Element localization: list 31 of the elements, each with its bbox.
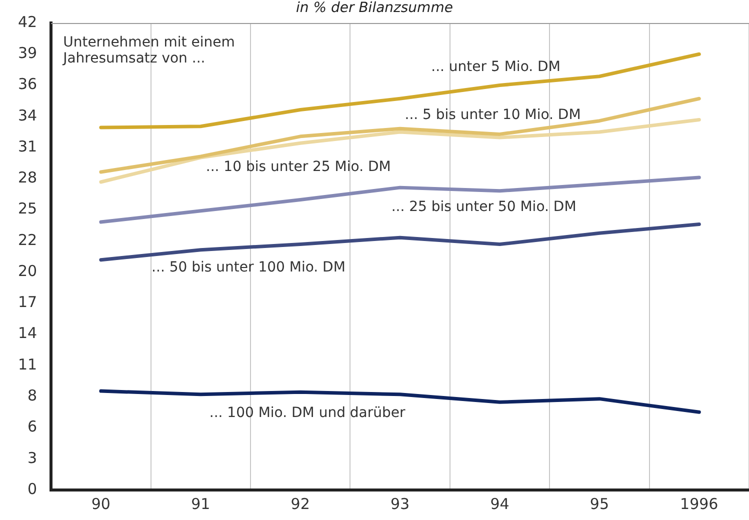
y-tick-label: 22: [18, 230, 38, 249]
series-label: ... 10 bis unter 25 Mio. DM: [206, 159, 391, 176]
y-tick-label: 34: [18, 106, 38, 124]
chart-title: in % der Bilanzsumme: [296, 0, 453, 16]
series-label: ... unter 5 Mio. DM: [431, 59, 560, 76]
y-tick-label: 36: [18, 75, 38, 94]
y-tick-label: 8: [28, 386, 38, 404]
y-tick-label: 6: [28, 418, 38, 436]
y-tick-label: 17: [18, 293, 38, 312]
x-tick-label: 93: [390, 494, 410, 513]
x-tick-label: 1996: [680, 494, 718, 513]
x-tick-label: 91: [191, 494, 210, 513]
x-tick-label: 95: [590, 494, 609, 513]
y-tick-label: 11: [18, 355, 38, 374]
y-tick-label: 3: [28, 448, 38, 467]
series-label: ... 25 bis unter 50 Mio. DM: [391, 199, 576, 216]
x-tick-label: 92: [290, 494, 310, 513]
y-tick-label: 42: [18, 12, 38, 31]
y-tick-label: 14: [18, 324, 38, 342]
y-tick-label: 28: [18, 168, 38, 187]
y-tick-label: 0: [28, 480, 38, 498]
series-label: ... 50 bis unter 100 Mio. DM: [152, 259, 346, 276]
x-tick-label: 90: [91, 494, 110, 513]
x-tick-label: 94: [490, 494, 510, 513]
annotation: Unternehmen mit einem Jahresumsatz von ...: [62, 34, 235, 67]
y-tick-label: 20: [18, 262, 38, 280]
y-tick-label: 31: [18, 137, 38, 156]
series-label: ... 100 Mio. DM und darüber: [209, 404, 406, 421]
y-tick-label: 25: [18, 200, 38, 218]
y-tick-label: 39: [18, 44, 38, 62]
series-label: ... 5 bis unter 10 Mio. DM: [404, 106, 581, 123]
